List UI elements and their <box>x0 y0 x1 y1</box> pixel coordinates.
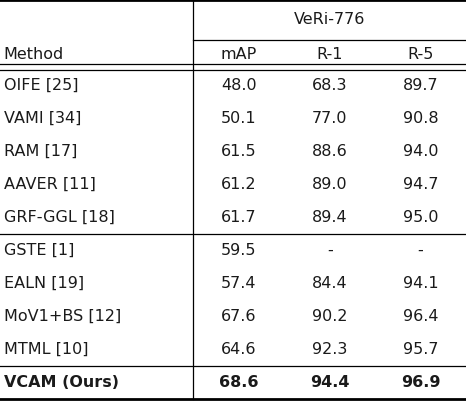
Text: 64.6: 64.6 <box>221 342 257 357</box>
Text: 67.6: 67.6 <box>221 309 257 324</box>
Text: GRF-GGL [18]: GRF-GGL [18] <box>4 210 115 225</box>
Text: AAVER [11]: AAVER [11] <box>4 177 96 192</box>
Text: VAMI [34]: VAMI [34] <box>4 111 81 126</box>
Text: 61.2: 61.2 <box>221 177 257 192</box>
Text: R-5: R-5 <box>407 47 434 62</box>
Text: 68.6: 68.6 <box>219 375 259 390</box>
Text: 84.4: 84.4 <box>312 276 348 291</box>
Text: 57.4: 57.4 <box>221 276 257 291</box>
Text: 77.0: 77.0 <box>312 111 348 126</box>
Text: 94.1: 94.1 <box>403 276 439 291</box>
Text: 68.3: 68.3 <box>312 78 348 93</box>
Text: 95.0: 95.0 <box>403 210 439 225</box>
Text: GSTE [1]: GSTE [1] <box>4 243 74 258</box>
Text: 61.7: 61.7 <box>221 210 257 225</box>
Text: Method: Method <box>4 47 64 62</box>
Text: 89.7: 89.7 <box>403 78 439 93</box>
Text: 96.4: 96.4 <box>403 309 439 324</box>
Text: MoV1+BS [12]: MoV1+BS [12] <box>4 309 121 324</box>
Text: R-1: R-1 <box>316 47 343 62</box>
Text: VeRi-776: VeRi-776 <box>294 12 365 27</box>
Text: mAP: mAP <box>221 47 257 62</box>
Text: MTML [10]: MTML [10] <box>4 342 88 357</box>
Text: 48.0: 48.0 <box>221 78 257 93</box>
Text: 59.5: 59.5 <box>221 243 257 258</box>
Text: EALN [19]: EALN [19] <box>4 276 84 291</box>
Text: OIFE [25]: OIFE [25] <box>4 78 78 93</box>
Text: 50.1: 50.1 <box>221 111 257 126</box>
Text: 96.9: 96.9 <box>401 375 440 390</box>
Text: 95.7: 95.7 <box>403 342 439 357</box>
Text: -: - <box>327 243 333 258</box>
Text: RAM [17]: RAM [17] <box>4 144 77 159</box>
Text: 89.4: 89.4 <box>312 210 348 225</box>
Text: -: - <box>418 243 424 258</box>
Text: 92.3: 92.3 <box>312 342 347 357</box>
Text: VCAM (Ours): VCAM (Ours) <box>4 375 119 390</box>
Text: 61.5: 61.5 <box>221 144 257 159</box>
Text: 90.2: 90.2 <box>312 309 348 324</box>
Text: 94.4: 94.4 <box>310 375 350 390</box>
Text: 90.8: 90.8 <box>403 111 439 126</box>
Text: 88.6: 88.6 <box>312 144 348 159</box>
Text: 94.7: 94.7 <box>403 177 439 192</box>
Text: 94.0: 94.0 <box>403 144 439 159</box>
Text: 89.0: 89.0 <box>312 177 348 192</box>
